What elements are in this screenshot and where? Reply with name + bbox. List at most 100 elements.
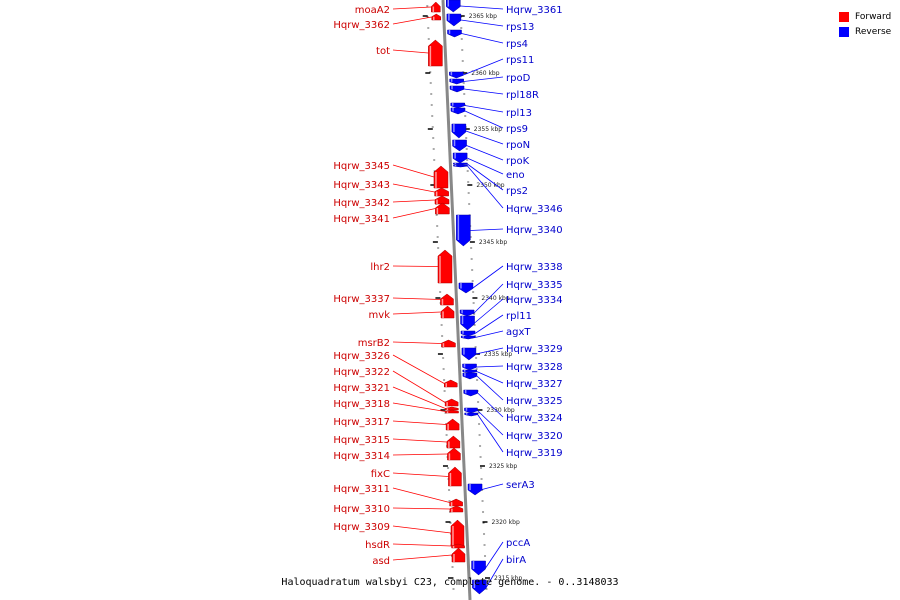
reverse-label-hqrw-3338: Hqrw_3338 [506,262,563,273]
tick-label: 2340 kbp [481,295,509,302]
forward-leader [392,354,445,384]
forward-label-moaa2: moaA2 [355,5,390,16]
reverse-gene-eno [452,152,468,164]
gene-features [428,0,487,595]
backbone-line [441,0,472,600]
reverse-label-hqrw-3329: Hqrw_3329 [506,344,563,355]
forward-leader [392,507,450,510]
tick-label: 2315 kbp [494,575,522,582]
forward-gene-hqrw-3310 [449,505,464,513]
reverse-label-pcca: pccA [506,538,530,549]
forward-leader [392,402,446,412]
forward-gene-hqrw-3343 [434,187,449,197]
forward-label-tot: tot [376,46,390,57]
forward-gene-hqrw-3362 [431,13,442,21]
reverse-label-rps13: rps13 [506,22,534,33]
reverse-label-agxt: agxT [506,327,531,338]
forward-label-hqrw-3309: Hqrw_3309 [333,522,390,533]
forward-label-hqrw-3318: Hqrw_3318 [333,399,390,410]
forward-gene-moaa2 [431,1,441,13]
reverse-gene-hqrw-3324 [463,389,478,397]
reverse-swatch [839,26,849,37]
reverse-gene-hqrw-3340 [456,214,471,247]
reverse-leader [464,110,504,129]
forward-leader [392,525,452,534]
reverse-leader [465,130,504,145]
forward-leader [392,164,435,178]
reverse-gene-rpok [452,139,467,152]
forward-label-hqrw-3311: Hqrw_3311 [333,484,390,495]
forward-leader [392,16,432,25]
forward-leader [392,370,446,403]
reverse-leader [476,365,504,368]
forward-gene-asd [451,547,466,563]
forward-label-hqrw-3345: Hqrw_3345 [333,161,390,172]
reverse-gene-hqrw-3338 [458,282,474,294]
forward-label-hqrw-3326: Hqrw_3326 [333,351,390,362]
reverse-label-hqrw-3320: Hqrw_3320 [506,431,563,442]
legend: Forward Reverse [839,9,891,39]
reverse-leader [463,58,504,76]
reverse-label-hqrw-3319: Hqrw_3319 [506,448,563,459]
reverse-leader [481,483,504,490]
forward-label-hqrw-3310: Hqrw_3310 [333,504,390,515]
reverse-leader [467,163,504,191]
forward-label-hqrw-3322: Hqrw_3322 [333,367,390,378]
forward-label-hqrw-3362: Hqrw_3362 [333,20,390,31]
forward-gene-lhr2 [437,249,453,284]
forward-label-hqrw-3314: Hqrw_3314 [333,451,390,462]
reverse-gene-rps4 [447,29,462,38]
forward-leader [392,199,436,203]
reverse-label-rps4: rps4 [506,39,528,50]
reverse-leader [464,105,504,113]
forward-leader [392,386,446,409]
reverse-leader [475,330,504,338]
reverse-label-hqrw-3325: Hqrw_3325 [506,396,563,407]
coordinate-ticks: 2365 kbp 2360 kbp 2355 kbp 2350 kbp 2345 kbp… [422,5,522,590]
map-caption: Haloquadratum walsbyi C23, complete geno… [281,577,619,588]
reverse-gene-rpl13 [450,102,465,109]
reverse-gene-hqrw-3325 [462,372,478,380]
reverse-label-hqrw-3327: Hqrw_3327 [506,379,563,390]
reverse-leader [460,5,504,10]
reverse-leader [467,165,504,209]
forward-label-hqrw-3337: Hqrw_3337 [333,294,390,305]
reverse-label-rpod: rpoD [506,73,531,84]
reverse-leader [463,76,504,82]
forward-gene-hqrw-3326 [444,379,458,388]
reverse-gene-hqrw-3334 [460,315,475,331]
reverse-leader [474,314,504,334]
reverse-leader [472,265,504,289]
forward-gene-hqrw-3315 [446,435,461,449]
reverse-leader [461,33,504,44]
forward-gene-mvk [440,305,455,319]
forward-leader [392,183,435,193]
forward-leader [392,6,432,10]
forward-label-hqrw-3341: Hqrw_3341 [333,214,390,225]
forward-label-hqrw-3343: Hqrw_3343 [333,180,390,191]
forward-label-fixc: fixC [371,469,390,480]
reverse-gene-hqrw-3320 [464,407,478,414]
legend-label-reverse: Reverse [855,26,892,37]
reverse-label-rpl13: rpl13 [506,108,532,119]
reverse-gene-hqrw-3327 [462,369,477,374]
forward-label-hqrw-3321: Hqrw_3321 [333,383,390,394]
forward-gene-hqrw-3322 [444,398,459,407]
forward-leader [392,49,429,54]
forward-gene-hqrw-3321 [445,406,459,411]
reverse-gene-rpl18r [449,85,465,93]
reverse-label-hqrw-3346: Hqrw_3346 [506,204,563,215]
forward-leader [392,472,449,477]
forward-gene-fixc [448,466,462,487]
reverse-label-rps11: rps11 [506,55,534,66]
forward-swatch [839,11,849,22]
reverse-label-rps2: rps2 [506,186,528,197]
reverse-leader [466,157,504,175]
forward-label-hqrw-3317: Hqrw_3317 [333,417,390,428]
forward-label-hsdr: hsdR [365,540,390,551]
reverse-label-rps9: rps9 [506,124,528,135]
legend-item-reverse: Reverse [839,24,891,39]
forward-leader [392,341,442,344]
forward-gene-hqrw-3309 [450,519,465,547]
